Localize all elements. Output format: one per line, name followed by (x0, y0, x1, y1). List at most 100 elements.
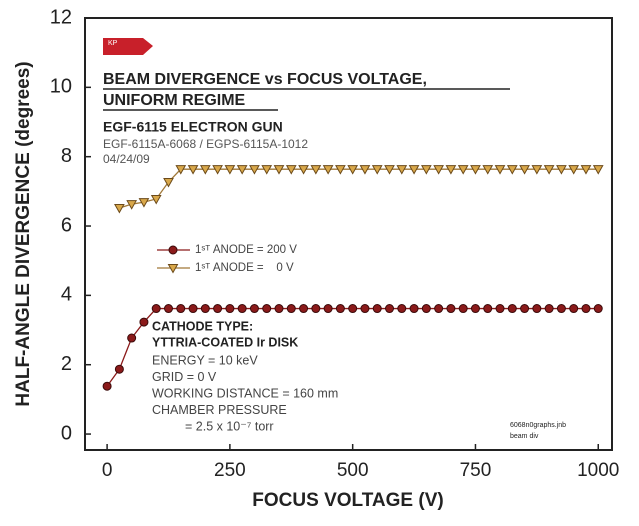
data-point (495, 304, 505, 314)
data-point (507, 304, 517, 314)
data-point (385, 304, 395, 314)
y-tick-label: 0 (61, 422, 72, 444)
data-point (127, 333, 137, 343)
y-tick-label: 6 (61, 214, 72, 236)
data-point (568, 165, 580, 175)
data-point (285, 165, 297, 175)
data-point (163, 177, 174, 188)
data-point (360, 304, 370, 314)
data-point (310, 165, 322, 175)
data-point (531, 165, 543, 175)
note-bold: CATHODE TYPE: (152, 319, 253, 333)
data-point (224, 165, 236, 175)
note: GRID = 0 V (152, 370, 217, 384)
data-point (556, 165, 567, 175)
info: 04/24/09 (103, 152, 150, 166)
data-point (261, 165, 273, 175)
data-point (236, 165, 248, 175)
data-point (298, 165, 309, 175)
data-point (150, 194, 162, 205)
y-tick-label: 12 (50, 6, 72, 28)
data-point (458, 304, 468, 314)
note: ENERGY = 10 keV (152, 353, 258, 367)
file-note: 6068n0graphs.jnb (510, 422, 566, 429)
data-point (102, 381, 112, 391)
x-tick-label: 750 (460, 460, 492, 481)
legend-label: 1ˢᵀ ANODE = 0 V (195, 262, 294, 274)
legend-marker (167, 264, 179, 274)
note: = 2.5 x 10⁻⁷ torr (185, 419, 274, 433)
data-point (249, 304, 259, 314)
data-point (348, 304, 358, 314)
data-point (519, 165, 530, 175)
data-point (592, 165, 604, 175)
data-point (434, 304, 444, 314)
logo-text: KP (108, 40, 118, 47)
data-point (433, 165, 444, 175)
note: WORKING DISTANCE = 160 mm (152, 386, 338, 400)
data-point (347, 165, 359, 175)
data-point (396, 165, 408, 175)
data-point (581, 304, 591, 314)
y-tick-label: 8 (61, 145, 72, 167)
x-tick-label: 0 (102, 460, 113, 481)
data-point (409, 304, 419, 314)
data-point (163, 304, 173, 314)
data-point (225, 304, 235, 314)
data-point (470, 304, 480, 314)
legend-label: 1ˢᵀ ANODE = 200 V (195, 244, 297, 256)
data-point (322, 165, 334, 175)
data-point (286, 304, 296, 314)
y-tick-label: 4 (61, 284, 72, 306)
data-point (114, 364, 124, 374)
data-point (372, 304, 382, 314)
data-point (200, 304, 210, 314)
data-point (446, 304, 456, 314)
data-point (483, 304, 493, 314)
subtitle: EGF-6115 ELECTRON GUN (103, 119, 283, 135)
data-point (274, 304, 284, 314)
data-point (199, 165, 211, 175)
info: EGF-6115A-6068 / EGPS-6115A-1012 (103, 137, 308, 151)
data-point (593, 304, 603, 314)
x-axis-label: FOCUS VOLTAGE (V) (252, 490, 443, 511)
x-tick-label: 500 (337, 460, 369, 481)
x-tick-label: 1000 (577, 460, 619, 481)
data-point (114, 203, 125, 214)
data-point (544, 304, 554, 314)
y-tick-label: 2 (61, 353, 72, 375)
data-point (445, 165, 457, 175)
data-point (311, 304, 321, 314)
y-axis-label: HALF-ANGLE DIVERGENCE (degrees) (13, 61, 34, 406)
data-point (138, 198, 150, 208)
title: UNIFORM REGIME (103, 92, 246, 109)
series-line (119, 168, 599, 209)
data-point (176, 304, 186, 314)
data-point (359, 165, 371, 175)
data-point (494, 165, 506, 175)
data-point (139, 317, 149, 327)
data-point (371, 165, 383, 175)
data-point (273, 165, 285, 175)
data-point (126, 200, 138, 210)
title: BEAM DIVERGENCE vs FOCUS VOLTAGE, (103, 71, 427, 88)
data-point (249, 165, 260, 175)
data-point (187, 165, 199, 175)
data-point (299, 304, 309, 314)
y-tick-label: 10 (50, 76, 72, 98)
data-point (323, 304, 333, 314)
logo (103, 38, 153, 55)
data-point (421, 304, 431, 314)
file-note: beam div (510, 433, 539, 440)
data-point (335, 165, 346, 175)
data-point (188, 304, 198, 314)
note: CHAMBER PRESSURE (152, 403, 287, 417)
data-point (397, 304, 407, 314)
data-point (175, 165, 187, 175)
data-point (580, 165, 592, 175)
data-point (213, 304, 223, 314)
data-point (408, 165, 420, 175)
data-point (520, 304, 530, 314)
data-point (457, 165, 469, 175)
